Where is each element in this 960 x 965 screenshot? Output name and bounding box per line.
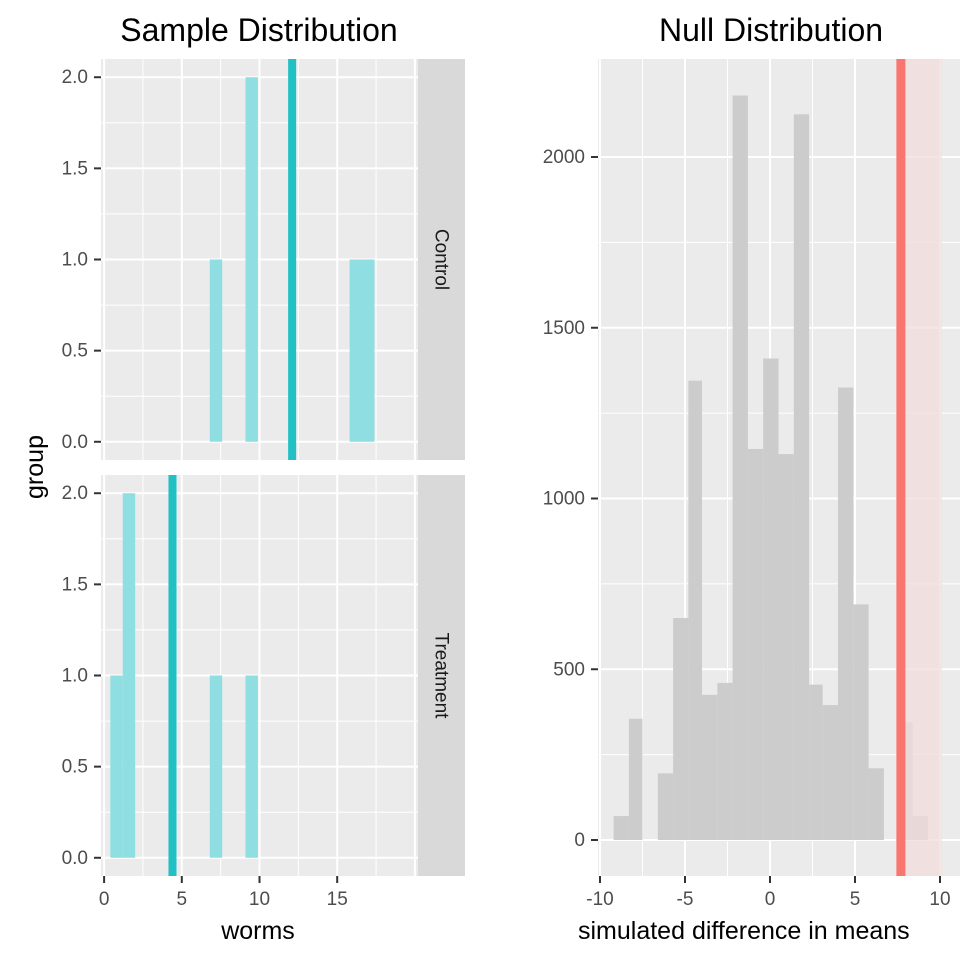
x-tick-label: 0 <box>99 889 110 910</box>
mean-line <box>168 475 177 876</box>
right-x-axis-label: simulated difference in means <box>578 917 910 945</box>
x-tick-label: 5 <box>177 889 188 910</box>
histogram-bar <box>349 259 375 442</box>
p-value-shade <box>900 59 942 876</box>
left-chart-title: Sample Distribution <box>120 12 397 48</box>
null-histogram-bar <box>732 95 748 840</box>
histogram-bar <box>245 77 258 442</box>
null-histogram-bar <box>793 114 810 840</box>
null-histogram-bar <box>628 718 643 840</box>
facet-strip <box>418 59 465 460</box>
left-x-axis-label: worms <box>220 917 295 945</box>
y-tick-label: 1.5 <box>62 158 88 179</box>
mean-line <box>288 59 297 460</box>
x-tick-label: 10 <box>249 889 270 910</box>
y-tick-label: 0 <box>574 830 585 851</box>
null-distribution-panel: 0 500 1000 1500 2000 -10 -5 0 5 10 <box>543 59 960 910</box>
null-histogram-bar <box>809 684 823 840</box>
null-histogram-bar <box>838 387 854 840</box>
null-histogram-bar <box>613 816 629 840</box>
histogram-bar <box>245 675 258 858</box>
y-tick-label: 1000 <box>543 489 585 510</box>
facet-strip-label: Treatment <box>431 633 452 720</box>
x-tick-label: 5 <box>850 889 861 910</box>
sample-distribution-panels: Control 0.0 0.5 1.0 1.5 2.0 Treatment 0.0 0.5 1.0… <box>62 59 465 910</box>
x-tick-label: -10 <box>586 889 613 910</box>
y-tick-label: 2.0 <box>62 483 88 504</box>
y-tick-label: 0.0 <box>62 432 88 453</box>
histogram-bar <box>209 259 223 442</box>
y-tick-label: 0.0 <box>62 848 88 869</box>
null-histogram-bar <box>688 380 702 840</box>
observed-statistic-line <box>896 59 906 876</box>
histogram-bar <box>122 493 136 858</box>
null-histogram-bar <box>747 448 764 840</box>
y-tick-label: 1.0 <box>62 250 88 271</box>
facet-strip-label: Control <box>431 229 452 290</box>
y-tick-label: 1500 <box>543 318 585 339</box>
null-histogram-bar <box>853 604 869 840</box>
y-tick-label: 0.5 <box>62 757 88 778</box>
x-tick-label: 0 <box>765 889 776 910</box>
y-tick-label: 500 <box>553 659 585 680</box>
null-histogram-bar <box>763 358 779 840</box>
right-chart-title: Null Distribution <box>659 12 883 48</box>
null-histogram-bar <box>673 618 689 840</box>
null-histogram-bar <box>717 682 733 840</box>
null-histogram-bar <box>868 768 884 840</box>
y-tick-label: 0.5 <box>62 341 88 362</box>
x-tick-label: -5 <box>677 889 694 910</box>
y-tick-label: 1.5 <box>62 574 88 595</box>
histogram-bar <box>110 675 123 858</box>
histogram-bar <box>209 675 223 858</box>
null-histogram-bar <box>822 705 838 840</box>
x-tick-label: 15 <box>327 889 348 910</box>
x-tick-label: 10 <box>929 889 950 910</box>
left-y-axis-label: group <box>21 435 49 499</box>
y-tick-label: 1.0 <box>62 666 88 687</box>
null-histogram-bar <box>657 773 674 840</box>
null-histogram-bar <box>778 454 794 840</box>
y-tick-label: 2000 <box>543 147 585 168</box>
facet-strip <box>418 475 465 876</box>
null-histogram-bar <box>702 694 718 840</box>
y-tick-label: 2.0 <box>62 67 88 88</box>
